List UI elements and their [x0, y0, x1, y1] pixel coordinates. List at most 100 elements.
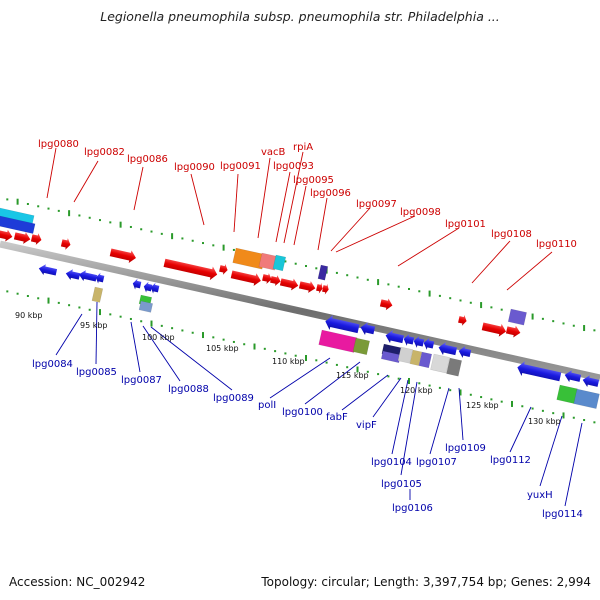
- gene-label-lpg0112[interactable]: lpg0112: [490, 455, 531, 466]
- scale-label: 110 kbp: [272, 357, 305, 366]
- reverse-gene-arrow: [517, 361, 562, 382]
- feature-box: [317, 264, 329, 281]
- gene-label-lpg0082[interactable]: lpg0082: [84, 147, 125, 158]
- gene-label-vipf[interactable]: vipF: [356, 420, 377, 431]
- tick-mark: [541, 409, 544, 412]
- scale-label: 125 kbp: [466, 401, 499, 410]
- label-line: [46, 147, 57, 199]
- tick-mark: [78, 214, 81, 217]
- gene-label-vacb[interactable]: vacB: [261, 147, 286, 158]
- gene-label-lpg0090[interactable]: lpg0090: [174, 162, 215, 173]
- gene-label-rpia[interactable]: rpiA: [293, 142, 313, 153]
- gene-label-lpg0107[interactable]: lpg0107: [416, 457, 457, 468]
- tick-mark: [222, 338, 225, 341]
- gene-label-lpg0093[interactable]: lpg0093: [273, 161, 314, 172]
- gene-label-lpg0087[interactable]: lpg0087: [121, 375, 162, 386]
- tick-mark: [26, 202, 29, 205]
- tick-mark: [541, 317, 544, 320]
- label-line: [283, 151, 304, 244]
- tick-mark: [490, 306, 493, 309]
- tick-mark: [459, 299, 462, 302]
- gene-label-lpg0098[interactable]: lpg0098: [400, 207, 441, 218]
- tick-mark: [222, 244, 225, 251]
- label-line: [471, 240, 511, 284]
- gene-label-lpg0080[interactable]: lpg0080: [38, 139, 79, 150]
- tick-mark: [150, 320, 153, 327]
- scale-label: 115 kbp: [336, 371, 369, 380]
- gene-label-lpg0089[interactable]: lpg0089: [213, 393, 254, 404]
- gene-label-lpg0097[interactable]: lpg0097: [356, 199, 397, 210]
- feature-track: [0, 207, 600, 409]
- gene-label-lpg0095[interactable]: lpg0095: [293, 175, 334, 186]
- label-line: [275, 171, 291, 243]
- tick-mark: [160, 232, 163, 235]
- tick-mark: [593, 329, 596, 332]
- tick-mark: [397, 285, 400, 288]
- forward-gene-arrow: [505, 325, 521, 338]
- label-line: [133, 166, 144, 211]
- tick-mark: [408, 287, 410, 290]
- gene-label-lpg0096[interactable]: lpg0096: [310, 188, 351, 199]
- forward-gene-arrow: [230, 270, 261, 286]
- gene-label-lpg0105[interactable]: lpg0105: [381, 479, 422, 490]
- reverse-gene-arrow: [325, 315, 360, 334]
- gene-label-lpg0106[interactable]: lpg0106: [392, 503, 433, 514]
- gene-label-fabf[interactable]: fabF: [326, 412, 348, 423]
- forward-gene-arrow: [270, 275, 281, 286]
- label-line: [372, 377, 402, 418]
- feature-box: [573, 388, 600, 409]
- gene-label-lpg0109[interactable]: lpg0109: [445, 443, 486, 454]
- forward-gene-arrow: [379, 298, 393, 311]
- gene-label-lpg0084[interactable]: lpg0084: [32, 359, 73, 370]
- tick-mark: [377, 373, 380, 376]
- feature-box: [352, 337, 370, 356]
- tick-mark: [480, 396, 483, 399]
- feature-box: [272, 254, 287, 272]
- gene-label-lpg0104[interactable]: lpg0104: [371, 457, 412, 468]
- tick-mark: [438, 294, 441, 297]
- tick-mark: [366, 278, 369, 281]
- gene-label-poli[interactable]: polI: [258, 400, 276, 411]
- gene-label-lpg0091[interactable]: lpg0091: [220, 161, 261, 172]
- reverse-gene-arrow: [564, 370, 582, 383]
- tick-mark: [428, 384, 431, 387]
- genome-summary-text: Topology: circular; Length: 3,397,754 bp…: [261, 575, 591, 589]
- label-line: [233, 173, 239, 233]
- gene-label-lpg0088[interactable]: lpg0088: [168, 384, 209, 395]
- tick-mark: [47, 207, 50, 210]
- reverse-gene-arrow: [38, 264, 58, 276]
- tick-mark: [140, 228, 143, 231]
- gene-label-yuxh[interactable]: yuxH: [527, 490, 553, 501]
- tick-mark: [181, 329, 184, 332]
- tick-mark: [68, 210, 71, 217]
- gene-label-lpg0101[interactable]: lpg0101: [445, 219, 486, 230]
- reverse-gene-arrow: [413, 335, 425, 348]
- label-line: [293, 185, 307, 246]
- feature-box: [0, 215, 36, 234]
- tick-mark: [57, 209, 60, 212]
- reverse-gene-arrow: [438, 342, 458, 356]
- tick-mark: [68, 304, 71, 307]
- scale-labels: 90 kbp 95 kbp 100 kbp 105 kbp 110 kbp 11…: [15, 311, 561, 426]
- tick-mark: [253, 343, 256, 350]
- tick-mark: [305, 265, 307, 268]
- tick-mark: [37, 205, 40, 208]
- feature-box: [91, 286, 104, 303]
- tick-mark: [531, 313, 534, 320]
- gene-label-lpg0108[interactable]: lpg0108: [491, 229, 532, 240]
- reverse-gene-arrow: [65, 269, 81, 281]
- forward-gene-arrow: [13, 232, 31, 244]
- gene-label-lpg0114[interactable]: lpg0114: [542, 509, 583, 520]
- tick-mark: [99, 219, 101, 222]
- gene-label-lpg0100[interactable]: lpg0100: [282, 407, 323, 418]
- gene-label-lpg0085[interactable]: lpg0085: [76, 367, 117, 378]
- tick-mark: [109, 221, 112, 224]
- gene-label-lpg0086[interactable]: lpg0086: [127, 154, 168, 165]
- gene-label-lpg0110[interactable]: lpg0110: [536, 239, 577, 250]
- tick-mark: [469, 393, 472, 396]
- label-line: [335, 215, 416, 253]
- tick-mark: [315, 359, 318, 362]
- tick-mark: [294, 262, 297, 265]
- label-line: [509, 406, 532, 453]
